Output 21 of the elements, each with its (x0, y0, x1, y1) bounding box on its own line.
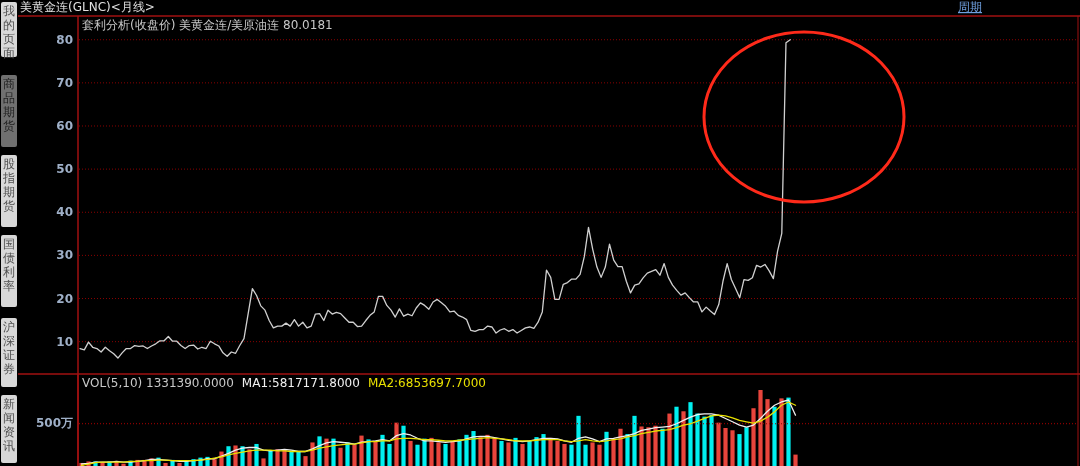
y-tick-label: 30 (56, 248, 73, 263)
y-tick-label: 40 (56, 205, 73, 220)
y-tick-label: 80 (56, 32, 73, 47)
y-tick-label: 10 (56, 334, 73, 349)
chart-title: 美黄金连(GLNC)<月线> (20, 0, 155, 14)
text: 商品期货 (3, 77, 15, 133)
y-tick-label: 60 (56, 118, 73, 133)
text: 我的页面 (3, 4, 15, 60)
text: 国债利率 (3, 237, 15, 293)
y-tick-label: 20 (56, 291, 73, 306)
y-tick-label: 50 (56, 162, 73, 177)
chart-subtitle: 套利分析(收盘价) 美黄金连/美原油连 80.0181 (82, 18, 333, 32)
text: MA2:6853697.7000 (367, 376, 486, 390)
text: MA1:5817171.8000 (241, 376, 360, 390)
text: 周期 (958, 0, 982, 14)
ref-line-label: 500万 (35, 416, 73, 431)
text: 沪深证券 (3, 320, 15, 376)
y-tick-label: 70 (56, 75, 73, 90)
text: 股指期货 (2, 157, 15, 213)
chart-subtitle: VOL(5,10) 1331390.0000 (82, 376, 234, 390)
text: 新闻资讯 (3, 397, 15, 453)
